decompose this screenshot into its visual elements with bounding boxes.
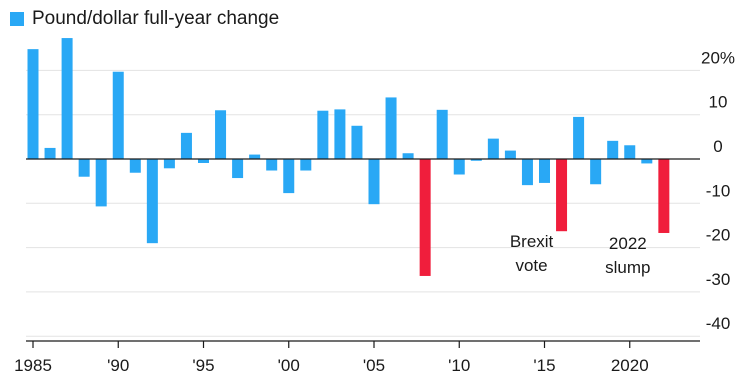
bar — [215, 110, 227, 159]
bar — [402, 153, 414, 159]
bar — [453, 159, 465, 175]
bar — [44, 147, 56, 159]
bar — [163, 159, 175, 169]
bar — [351, 125, 363, 159]
x-tick-label: '10 — [448, 356, 470, 375]
bar — [368, 159, 380, 205]
x-tick-label: '15 — [533, 356, 555, 375]
x-tick-label: 1985 — [14, 356, 52, 375]
x-tick-label: 2020 — [611, 356, 649, 375]
bar — [317, 110, 329, 159]
y-tick-label: 20% — [701, 48, 735, 67]
y-tick-label: 0 — [713, 137, 722, 156]
y-tick-label: 10 — [709, 93, 728, 112]
x-tick-label: '00 — [278, 356, 300, 375]
bar — [487, 138, 499, 159]
bar — [470, 159, 482, 161]
y-tick-label: -20 — [706, 226, 731, 245]
bar — [249, 154, 261, 159]
bar — [112, 71, 124, 159]
bar — [504, 150, 516, 159]
bar — [61, 38, 73, 159]
bar — [232, 159, 244, 179]
bar — [180, 132, 192, 159]
annotation-label: vote — [515, 256, 547, 275]
bar-highlight — [556, 159, 568, 232]
bar — [590, 159, 602, 185]
bar-highlight — [658, 159, 670, 233]
x-tick-label: '95 — [192, 356, 214, 375]
bar — [300, 159, 312, 171]
annotation-label: slump — [605, 258, 650, 277]
x-tick-label: '90 — [107, 356, 129, 375]
bar — [95, 159, 107, 207]
bar — [146, 159, 158, 244]
bar — [624, 145, 636, 159]
bar — [198, 159, 209, 163]
bar — [573, 116, 585, 159]
legend-label: Pound/dollar full-year change — [32, 8, 280, 29]
bar — [607, 140, 619, 159]
bar — [641, 159, 653, 164]
bar — [129, 159, 141, 173]
y-tick-label: -40 — [706, 314, 731, 333]
x-tick-label: '05 — [363, 356, 385, 375]
bar — [334, 109, 346, 159]
bar — [521, 159, 533, 186]
bar — [385, 97, 397, 159]
y-tick-label: -10 — [706, 181, 731, 200]
chart-legend: Pound/dollar full-year change — [10, 8, 279, 30]
bar — [283, 159, 295, 194]
legend-swatch — [10, 12, 24, 26]
bar — [266, 159, 278, 171]
bar — [539, 159, 550, 183]
bar — [436, 109, 448, 159]
bar — [27, 49, 39, 159]
annotation-label: Brexit — [510, 232, 554, 251]
bar-highlight — [419, 159, 431, 276]
bar — [78, 159, 90, 177]
annotation-label: 2022 — [609, 234, 647, 253]
y-tick-label: -30 — [706, 270, 731, 289]
